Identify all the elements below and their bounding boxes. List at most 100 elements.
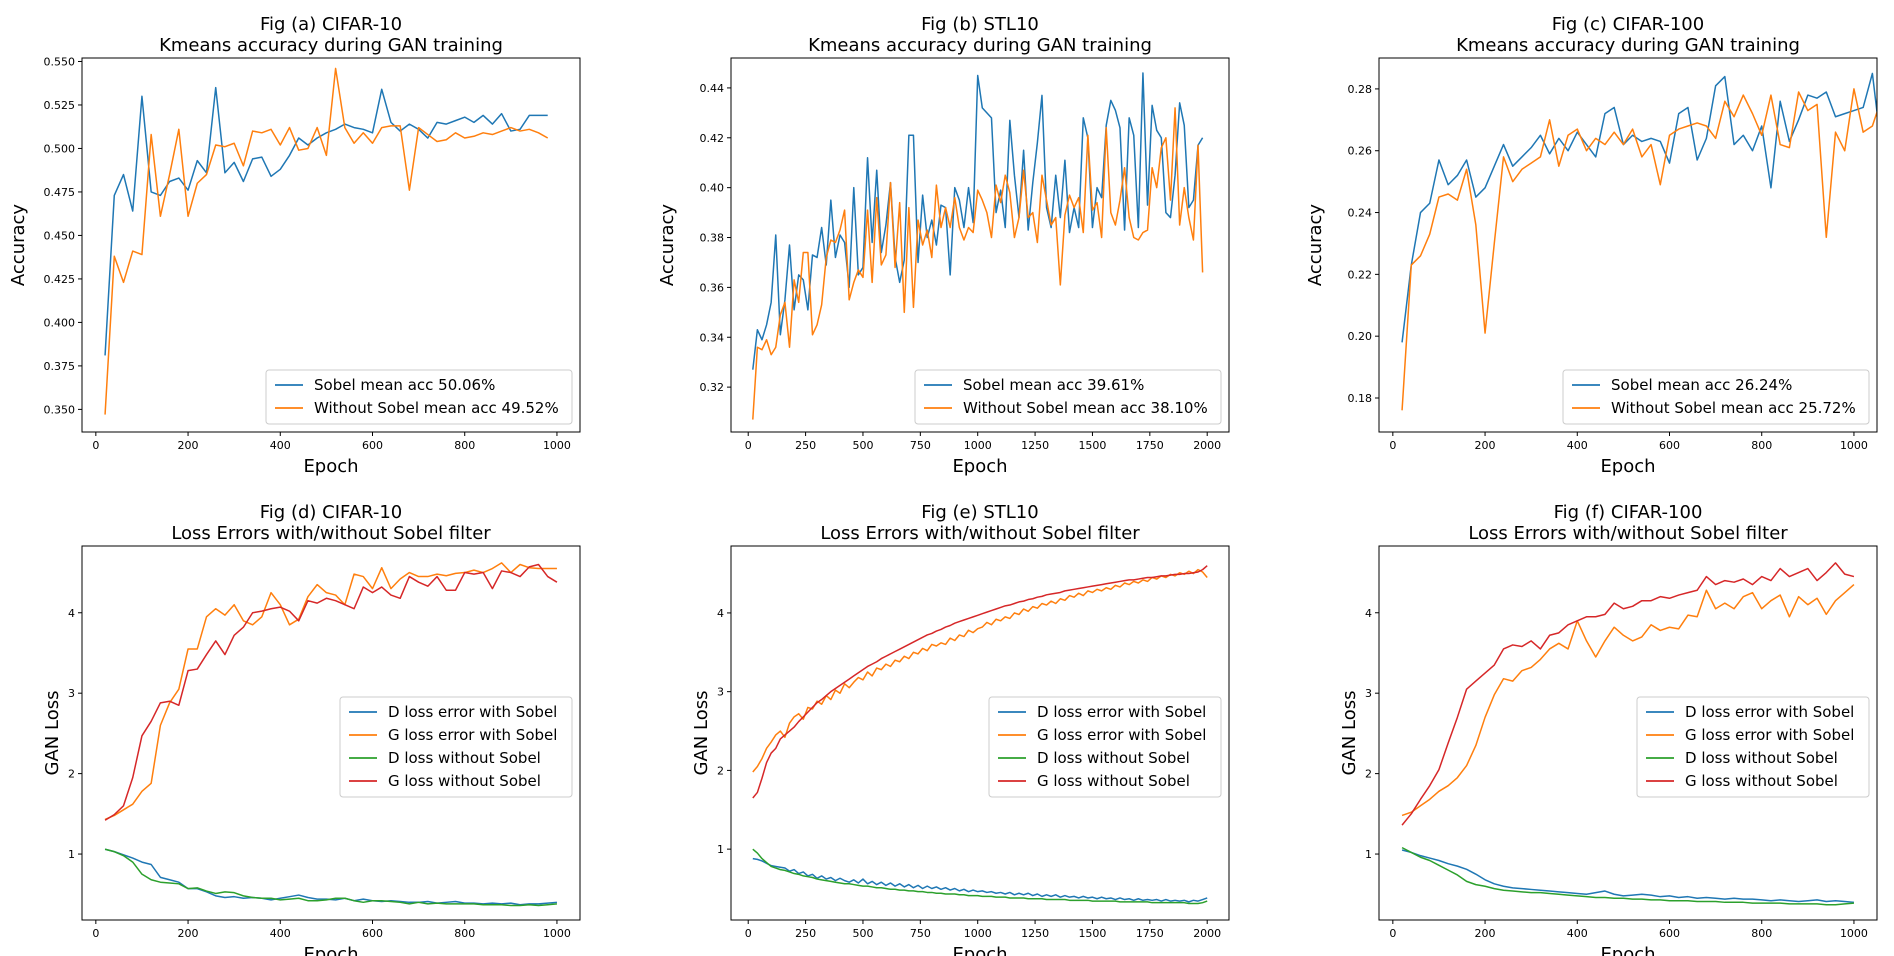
chart-title: Fig (c) CIFAR-100 [1552, 14, 1704, 35]
y-tick-label: 0.475 [44, 186, 76, 199]
legend-box [988, 696, 1222, 798]
legend: D loss error with Sobel G loss error with… [339, 696, 573, 798]
chart-subtitle: Loss Errors with/without Sobel filter [820, 523, 1140, 544]
legend-entry: Without Sobel mean acc 38.10% [963, 399, 1208, 417]
y-tick-label: 0.28 [1348, 83, 1373, 96]
x-tick-label: 250 [795, 927, 816, 940]
x-axis-label: Epoch [1600, 944, 1655, 956]
chart-subtitle: Kmeans accuracy during GAN training [159, 35, 503, 56]
x-tick-label: 200 [1475, 927, 1496, 940]
x-tick-label: 200 [1475, 439, 1496, 452]
series-line-2 [752, 568, 1208, 773]
x-tick-label: 250 [795, 439, 816, 452]
series-line-1 [1401, 849, 1855, 904]
y-tick-label: 0.36 [700, 281, 725, 294]
y-tick-label: 0.550 [44, 55, 76, 68]
x-tick-label: 1000 [1840, 439, 1868, 452]
plot-frame [81, 545, 581, 921]
x-tick-label: 2000 [1193, 927, 1221, 940]
x-tick-label: 0 [92, 927, 99, 940]
chart-subtitle: Kmeans accuracy during GAN training [1456, 35, 1800, 56]
x-tick-label: 200 [178, 927, 199, 940]
x-tick-label: 800 [454, 927, 475, 940]
y-tick-label: 0.38 [700, 232, 725, 245]
x-tick-label: 0 [1389, 927, 1396, 940]
chart-title: Fig (a) CIFAR-10 [260, 14, 402, 35]
x-tick-label: 750 [910, 927, 931, 940]
legend-entry: G loss error with Sobel [1685, 726, 1854, 744]
x-tick-label: 1000 [964, 927, 992, 940]
x-tick-label: 600 [362, 439, 383, 452]
y-tick-label: 2 [717, 764, 724, 777]
y-tick-label: 0.18 [1348, 392, 1373, 405]
series-line-4 [1401, 562, 1855, 826]
series-line-1 [752, 857, 1208, 903]
chart-title: Fig (e) STL10 [921, 502, 1038, 523]
series-line-1 [104, 86, 548, 356]
series-group [104, 562, 558, 907]
legend-entry: Without Sobel mean acc 49.52% [314, 399, 559, 417]
x-tick-label: 1250 [1021, 439, 1049, 452]
legend-entry: Without Sobel mean acc 25.72% [1611, 399, 1856, 417]
legend-box [339, 696, 573, 798]
x-tick-label: 400 [270, 927, 291, 940]
x-tick-label: 1500 [1078, 927, 1106, 940]
series-line-4 [104, 563, 558, 821]
x-tick-label: 750 [910, 439, 931, 452]
x-tick-label: 800 [1751, 927, 1772, 940]
x-axis-label: Epoch [1600, 456, 1655, 477]
y-tick-label: 4 [717, 607, 724, 620]
x-tick-label: 800 [454, 439, 475, 452]
legend-entry: G loss error with Sobel [1037, 726, 1206, 744]
y-tick-label: 0.22 [1348, 268, 1373, 281]
legend-box [1636, 696, 1870, 798]
x-tick-label: 0 [92, 439, 99, 452]
y-axis-label: GAN Loss [1339, 691, 1360, 776]
x-tick-label: 1000 [1840, 927, 1868, 940]
legend-box [265, 369, 573, 425]
y-tick-label: 3 [717, 686, 724, 699]
legend: Sobel mean acc 26.24% Without Sobel mean … [1562, 369, 1870, 425]
legend: D loss error with Sobel G loss error with… [988, 696, 1222, 798]
legend-entry: G loss without Sobel [1685, 772, 1838, 790]
y-tick-label: 0.20 [1348, 330, 1373, 343]
legend: Sobel mean acc 50.06% Without Sobel mean … [265, 369, 573, 425]
y-axis-label: Accuracy [1305, 204, 1326, 287]
y-tick-label: 3 [68, 687, 75, 700]
chart-title: Fig (b) STL10 [921, 14, 1039, 35]
x-tick-label: 400 [270, 439, 291, 452]
x-tick-label: 1000 [964, 439, 992, 452]
x-axis-label: Epoch [952, 456, 1007, 477]
x-tick-label: 1750 [1136, 927, 1164, 940]
legend-entry: Sobel mean acc 39.61% [963, 376, 1144, 394]
x-tick-label: 800 [1751, 439, 1772, 452]
legend-entry: G loss error with Sobel [388, 726, 557, 744]
legend-box [1562, 369, 1870, 425]
y-axis-label: GAN Loss [691, 691, 712, 776]
series-line-3 [752, 848, 1208, 905]
plot-frame [1378, 57, 1878, 433]
plot-frame [730, 545, 1230, 921]
legend-entry: Sobel mean acc 50.06% [314, 376, 495, 394]
series-line-2 [1401, 88, 1877, 411]
x-tick-label: 600 [1659, 927, 1680, 940]
x-tick-label: 0 [1389, 439, 1396, 452]
y-axis-label: Accuracy [657, 204, 678, 287]
plot-frame [1378, 545, 1878, 921]
series-line-1 [1401, 72, 1877, 343]
y-tick-label: 1 [717, 843, 724, 856]
legend-box [914, 369, 1222, 425]
chart-subtitle: Kmeans accuracy during GAN training [808, 35, 1152, 56]
chart-subtitle: Loss Errors with/without Sobel filter [1468, 523, 1788, 544]
x-tick-label: 1750 [1136, 439, 1164, 452]
x-tick-label: 0 [745, 439, 752, 452]
series-line-1 [752, 72, 1204, 370]
legend-entry: G loss without Sobel [1037, 772, 1190, 790]
series-group [752, 72, 1204, 420]
chart-title: Fig (f) CIFAR-100 [1554, 502, 1703, 523]
series-line-4 [752, 565, 1208, 799]
